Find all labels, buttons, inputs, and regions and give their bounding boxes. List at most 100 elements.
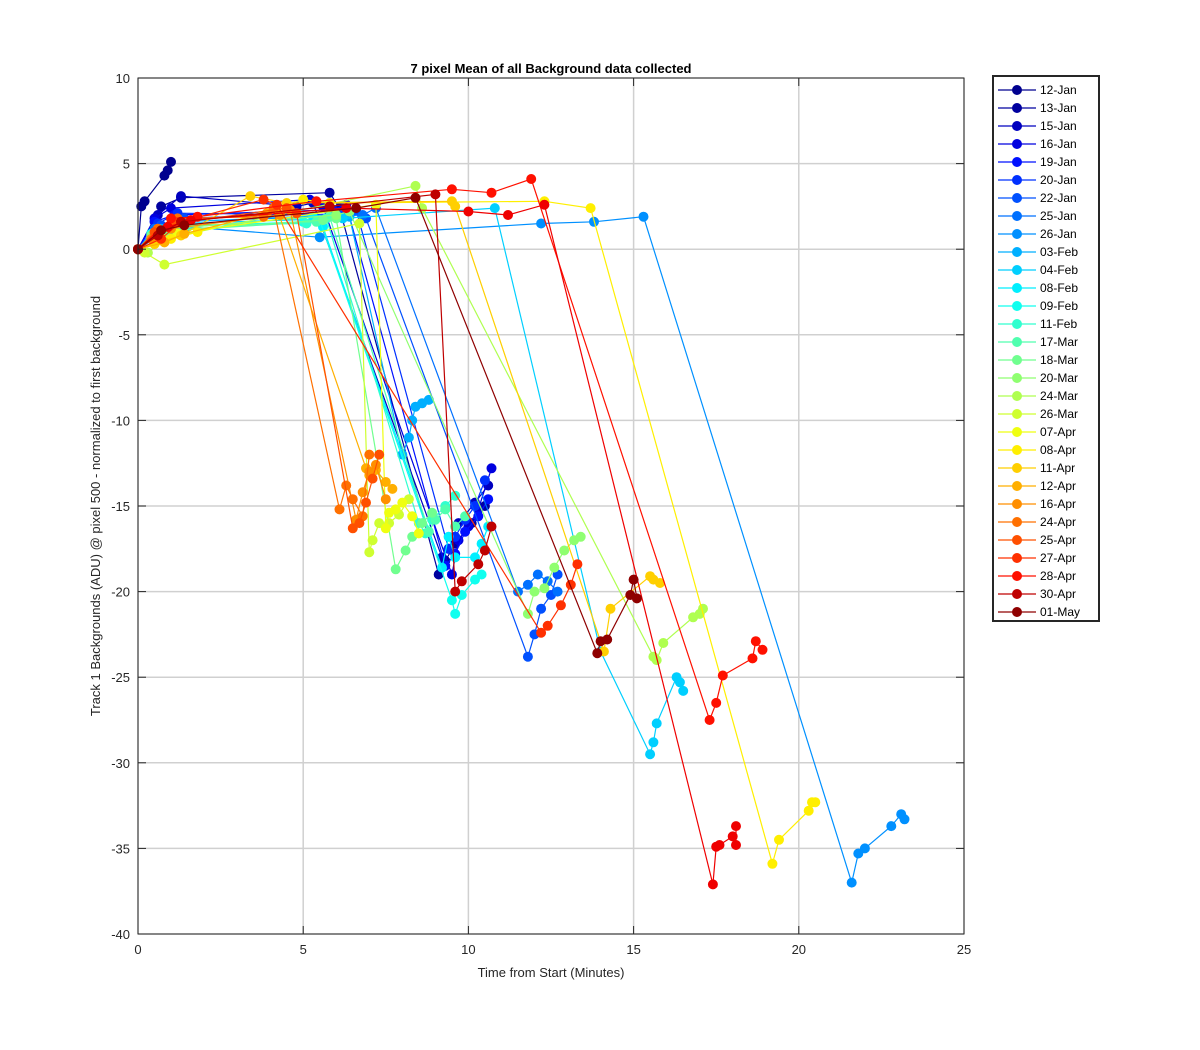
data-point — [354, 518, 365, 529]
data-point — [407, 511, 418, 522]
data-point — [886, 821, 897, 832]
data-point — [572, 559, 583, 570]
legend-marker — [1012, 373, 1022, 383]
legend-marker — [1012, 589, 1022, 599]
data-point — [387, 483, 398, 494]
data-point — [711, 697, 722, 708]
legend-label: 12-Apr — [1040, 479, 1076, 493]
y-tick-label: 0 — [123, 242, 130, 257]
data-point — [423, 526, 434, 537]
data-point — [446, 595, 457, 606]
data-point — [417, 518, 428, 529]
data-point — [324, 187, 335, 198]
series-line — [137, 203, 489, 568]
legend-marker — [1012, 211, 1022, 221]
data-point — [704, 715, 715, 725]
data-point — [361, 497, 371, 508]
y-tick-label: -25 — [111, 670, 130, 685]
x-tick-label: 15 — [626, 942, 640, 957]
data-point — [460, 526, 471, 537]
series-30 — [133, 192, 642, 659]
data-point — [192, 227, 203, 238]
data-point — [374, 518, 385, 529]
data-point — [714, 840, 725, 850]
data-point — [536, 627, 547, 638]
y-tick-label: -10 — [111, 413, 130, 428]
data-point — [526, 174, 537, 184]
legend-marker — [1012, 427, 1022, 437]
legend-entry: 11-Apr — [998, 461, 1075, 475]
legend-label: 03-Feb — [1040, 245, 1078, 259]
axis-ticks: 0 5 10 15 20 25 10 5 0 -5 -10 -15 -20 -25 -30 -35 -40 — [111, 71, 971, 957]
data-point — [390, 564, 401, 575]
data-point — [166, 156, 176, 167]
y-tick-label: -35 — [111, 841, 130, 856]
data-point — [674, 677, 685, 688]
data-point — [413, 528, 424, 539]
legend-marker — [1012, 337, 1022, 347]
legend-entry: 11-Feb — [998, 317, 1077, 331]
legend-entry: 13-Jan — [998, 101, 1077, 115]
data-point — [156, 225, 167, 236]
data-point — [357, 210, 368, 220]
y-tick-label: -30 — [111, 756, 130, 771]
y-tick-label: -5 — [118, 328, 130, 343]
data-point — [324, 201, 335, 212]
legend-marker — [1012, 229, 1022, 239]
data-point — [522, 579, 533, 590]
data-point — [473, 559, 484, 570]
x-axis-label: Time from Start (Minutes) — [478, 965, 625, 980]
legend-label: 13-Jan — [1040, 101, 1077, 115]
data-point — [555, 600, 566, 611]
x-tick-label: 25 — [957, 942, 971, 957]
legend-marker — [1012, 355, 1022, 365]
data-point — [354, 218, 365, 229]
data-point — [539, 199, 550, 210]
data-point — [549, 562, 560, 573]
legend-marker — [1012, 247, 1022, 257]
data-point — [410, 180, 421, 191]
data-point — [179, 228, 190, 239]
data-point — [156, 201, 167, 212]
legend-marker — [1012, 445, 1022, 455]
data-point — [638, 211, 649, 222]
data-point — [899, 814, 910, 825]
legend-label: 28-Apr — [1040, 569, 1076, 583]
data-point — [430, 189, 441, 200]
legend-entry: 15-Jan — [998, 119, 1077, 133]
data-point — [658, 638, 669, 648]
legend-marker — [1012, 175, 1022, 185]
x-tick-label: 5 — [300, 942, 307, 957]
legend-entry: 28-Apr — [998, 569, 1076, 583]
data-point — [536, 603, 547, 614]
legend-label: 20-Mar — [1040, 371, 1078, 385]
legend-marker — [1012, 121, 1022, 131]
legend-entry: 04-Feb — [998, 263, 1078, 277]
data-point — [463, 206, 474, 217]
legend-label: 17-Mar — [1040, 335, 1078, 349]
legend-marker — [1012, 193, 1022, 203]
data-point — [476, 569, 487, 580]
legend-marker — [1012, 319, 1022, 329]
data-point — [605, 603, 616, 614]
data-point — [503, 210, 513, 220]
data-point — [529, 586, 540, 597]
y-tick-label: -15 — [111, 499, 130, 514]
legend-marker — [1012, 265, 1022, 275]
data-point — [347, 494, 358, 505]
data-point — [314, 232, 325, 243]
data-point — [522, 608, 533, 619]
data-point — [245, 191, 256, 202]
data-point — [489, 203, 500, 214]
data-point — [380, 494, 391, 505]
legend-label: 01-May — [1040, 605, 1080, 619]
data-point — [479, 475, 490, 486]
legend-label: 15-Jan — [1040, 119, 1077, 133]
legend-marker — [1012, 535, 1022, 545]
data-point — [367, 473, 378, 484]
legend-label: 27-Apr — [1040, 551, 1076, 565]
legend-label: 11-Apr — [1040, 461, 1075, 475]
series-line — [137, 207, 393, 490]
legend-entry: 22-Jan — [998, 191, 1077, 205]
data-point — [258, 194, 269, 205]
